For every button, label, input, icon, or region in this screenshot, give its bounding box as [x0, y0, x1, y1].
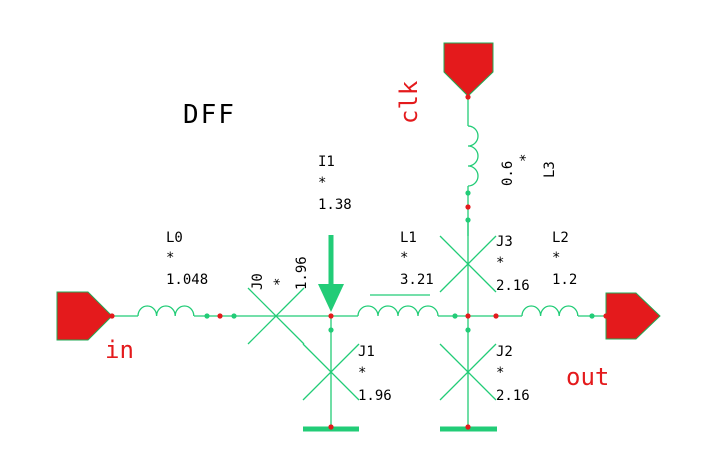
- inductor-L3[interactable]: [467, 125, 479, 187]
- L1-value: 3.21: [400, 272, 434, 288]
- clock-port[interactable]: [443, 42, 494, 97]
- J0-value: 1.96: [294, 256, 310, 290]
- inductor-L2[interactable]: [521, 305, 579, 317]
- J0-star: *: [272, 278, 288, 286]
- I1-value: 1.38: [318, 197, 352, 213]
- junction-J3[interactable]: [439, 220, 497, 316]
- I1-star: *: [318, 175, 326, 191]
- input-port[interactable]: [56, 291, 113, 341]
- current-source-I1[interactable]: [318, 235, 344, 312]
- junction-J1[interactable]: [302, 316, 360, 428]
- output-port-shape[interactable]: [605, 292, 661, 340]
- clock-port-shape[interactable]: [443, 42, 494, 97]
- input-port-shape[interactable]: [56, 291, 113, 341]
- L0-name: L0: [166, 230, 183, 246]
- J3-name: J3: [496, 234, 513, 250]
- L3-value: 0.6: [500, 161, 516, 186]
- L3-star: *: [518, 154, 534, 162]
- L1-star: *: [400, 250, 408, 266]
- input-port-label: in: [105, 336, 134, 364]
- J1-star: *: [358, 365, 366, 381]
- J2-name: J2: [496, 344, 513, 360]
- circuit-title: DFF: [183, 100, 236, 130]
- L2-name: L2: [552, 230, 569, 246]
- J1-name: J1: [358, 344, 375, 360]
- L0-value: 1.048: [166, 272, 208, 288]
- L0-star: *: [166, 250, 174, 266]
- L1-name: L1: [400, 230, 417, 246]
- I1-name: I1: [318, 154, 335, 170]
- J1-value: 1.96: [358, 388, 392, 404]
- inductor-L1[interactable]: [357, 305, 439, 317]
- J2-value: 2.16: [496, 388, 530, 404]
- junction-J0[interactable]: [247, 287, 305, 345]
- J0-name: J0: [250, 273, 266, 290]
- L3-name: L3: [542, 161, 558, 178]
- output-port[interactable]: [605, 292, 661, 340]
- junction-J2[interactable]: [439, 316, 497, 428]
- inductor-L0[interactable]: [137, 305, 195, 317]
- L2-value: 1.2: [552, 272, 577, 288]
- J3-value: 2.16: [496, 278, 530, 294]
- L2-star: *: [552, 250, 560, 266]
- J2-star: *: [496, 365, 504, 381]
- node-dots: [109, 94, 609, 430]
- output-port-label: out: [566, 363, 609, 391]
- J3-star: *: [496, 255, 504, 271]
- clock-port-label: clk: [395, 80, 423, 124]
